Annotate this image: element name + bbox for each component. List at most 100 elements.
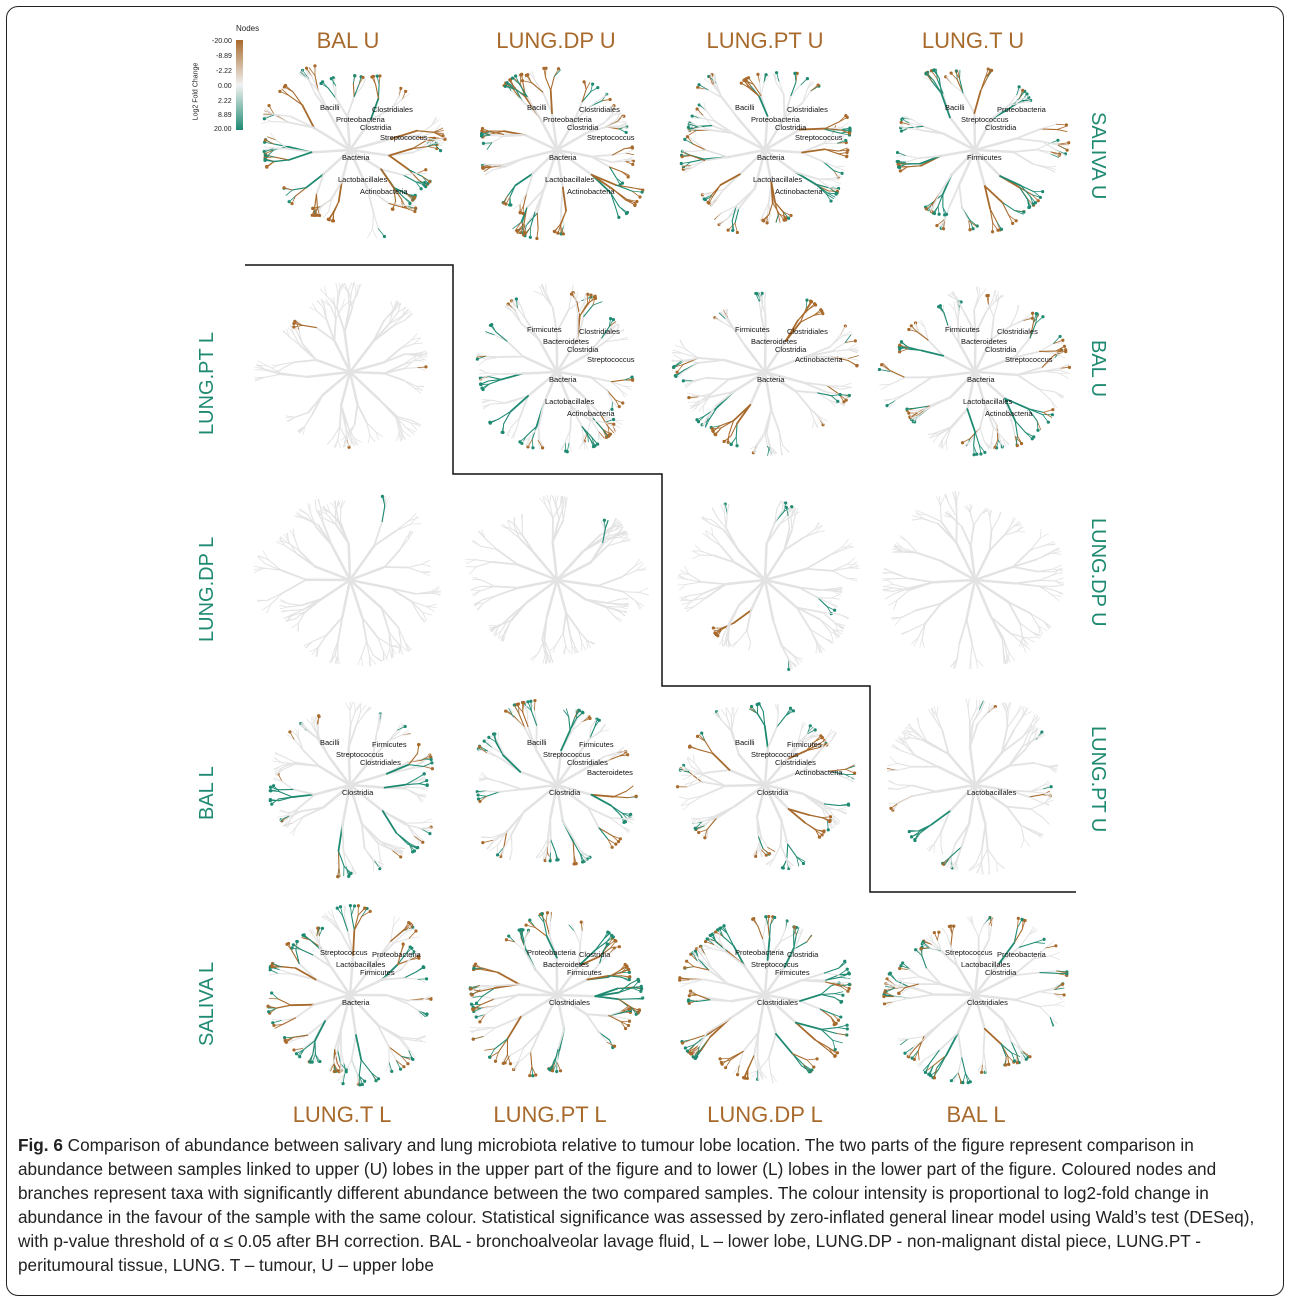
tree-label: Clostridiales	[997, 327, 1038, 336]
legend-tick: 8.89	[218, 112, 232, 119]
tree-label: Bacilli	[735, 738, 755, 747]
tree-label: Proteobacteria	[372, 950, 422, 959]
radial-tree: Clostridia Clostridiales Firmicutes Bacilli…	[675, 702, 857, 871]
tree-label: Lactobacillales	[338, 175, 387, 184]
tree-label: Streptococcus	[320, 948, 368, 957]
tree-label: Lactobacillales	[545, 397, 594, 406]
caption-text: Comparison of abundance between salivary…	[18, 1135, 1255, 1275]
tree-label: Clostridia	[775, 345, 807, 354]
tree-label: Clostridiales	[787, 327, 828, 336]
tree-label: Proteobacteria	[336, 115, 386, 124]
tree-label: Bacteroidetes	[543, 337, 589, 346]
figure-caption: Fig. 6 Comparison of abundance between s…	[18, 1133, 1274, 1277]
tree-label: Clostridiales	[372, 105, 413, 114]
tree-label: Clostridiales	[579, 105, 620, 114]
tree-label: Bacilli	[320, 738, 340, 747]
tree-label: Proteobacteria	[527, 948, 577, 957]
tree-label: Bacteroidetes	[751, 337, 797, 346]
radial-tree: Bacteria Clostridia Clostridiales Bacilli Pr…	[679, 71, 852, 235]
caption-label: Fig. 6	[18, 1135, 63, 1155]
tree-label: Actinobacteria	[795, 355, 843, 364]
radial-tree: Bacteria Clostridia Clostridiales Bacilli Pr…	[261, 64, 447, 239]
tree-label: Clostridiales	[787, 105, 828, 114]
tree-label: Bacilli	[735, 103, 755, 112]
radial-tree	[676, 500, 860, 672]
figure-frame	[6, 6, 1284, 1296]
tree-label: Streptococcus	[751, 960, 799, 969]
legend-tick: 20.00	[214, 126, 232, 133]
radial-tree: Clostridia Clostridiales Firmicutes Bacilli…	[475, 698, 638, 866]
tree-label: Clostridia	[360, 123, 392, 132]
tree-label: Clostridiales	[360, 758, 401, 767]
tree-label: Actinobacteria	[567, 187, 615, 196]
tree-label: Lactobacillales	[753, 175, 802, 184]
tree-label: Firmicutes	[945, 325, 980, 334]
tree-label: Streptococcus	[961, 115, 1009, 124]
tree-label: Actinobacteria	[567, 409, 615, 418]
tree-label: Actinobacteria	[360, 187, 408, 196]
tree-label: Clostridiales	[579, 327, 620, 336]
tree-label: Clostridia	[579, 950, 611, 959]
tree-label: Firmicutes	[579, 740, 614, 749]
tree-label: Bacteria	[342, 998, 370, 1007]
tree-label: Clostridia	[549, 788, 581, 797]
tree-label: Clostridiales	[549, 998, 590, 1007]
tree-label: Bacilli	[527, 738, 547, 747]
legend-colorbar	[236, 40, 243, 130]
tree-label: Streptococcus	[751, 750, 799, 759]
tree-label: Clostridia	[985, 968, 1017, 977]
tree-label: Streptococcus	[1005, 355, 1053, 364]
tree-label: Clostridia	[567, 345, 599, 354]
radial-tree	[881, 491, 1065, 670]
tree-label: Bacteria	[967, 375, 995, 384]
tree-label: Streptococcus	[336, 750, 384, 759]
tree-label: Proteobacteria	[997, 950, 1047, 959]
tree-label: Bacilli	[320, 103, 340, 112]
col-label-top-3: LUNG.PT U	[706, 28, 824, 53]
tree-label: Actinobacteria	[795, 768, 843, 777]
tree-label: Clostridiales	[775, 758, 816, 767]
radial-tree: Clostridiales Firmicutes ClostridiaProteob…	[678, 914, 852, 1084]
tree-label: Lactobacillales	[336, 960, 385, 969]
col-label-bottom-1: LUNG.T L	[292, 1102, 392, 1127]
tree-label: Clostridiales	[757, 998, 798, 1007]
tree-label: Clostridiales	[567, 758, 608, 767]
radial-tree: Firmicutes Clostridia Proteobacteria Bacill…	[895, 67, 1071, 234]
tree-label: Proteobacteria	[751, 115, 801, 124]
tree-label: Streptococcus	[587, 133, 635, 142]
tree-label: Clostridiales	[967, 998, 1008, 1007]
tree-label: Actinobacteria	[985, 409, 1033, 418]
tree-label: Streptococcus	[587, 355, 635, 364]
tree-label: Firmicutes	[967, 153, 1002, 162]
staircase-divider	[245, 264, 1076, 893]
legend-tick: 2.22	[218, 98, 232, 105]
tree-label: Bacteroidetes	[587, 768, 633, 777]
tree-label: Bacteroidetes	[543, 960, 589, 969]
tree-label: Bacteria	[757, 153, 785, 162]
tree-label: Streptococcus	[380, 133, 428, 142]
radial-tree	[253, 494, 441, 667]
tree-label: Clostridia	[757, 788, 789, 797]
radial-tree: Clostridiales Firmicutes ClostridiaProteob…	[468, 911, 645, 1078]
radial-tree: Bacteria Clostridia Clostridiales Firmicute…	[475, 283, 635, 454]
tree-label: Bacteria	[549, 375, 577, 384]
col-label-top-4: LUNG.T U	[921, 28, 1025, 53]
legend-tick: -20.00	[212, 38, 232, 45]
radial-tree	[464, 494, 649, 665]
tree-label: Bacteria	[342, 153, 370, 162]
legend-tick: -8.89	[216, 53, 232, 60]
col-label-bottom-3: LUNG.DP L	[707, 1102, 823, 1127]
tree-label: Firmicutes	[372, 740, 407, 749]
col-label-top-2: LUNG.DP U	[496, 28, 616, 53]
col-label-top-1: BAL U	[316, 28, 380, 53]
legend-tick: -2.22	[216, 68, 232, 75]
tree-label: Clostridia	[567, 123, 599, 132]
tree-label: Bacteroidetes	[961, 337, 1007, 346]
tree-label: Clostridia	[985, 123, 1017, 132]
tree-label: Actinobacteria	[775, 187, 823, 196]
tree-label: Lactobacillales	[545, 175, 594, 184]
tree-label: Proteobacteria	[735, 948, 785, 957]
tree-label: Bacteria	[757, 375, 785, 384]
tree-label: Proteobacteria	[543, 115, 593, 124]
